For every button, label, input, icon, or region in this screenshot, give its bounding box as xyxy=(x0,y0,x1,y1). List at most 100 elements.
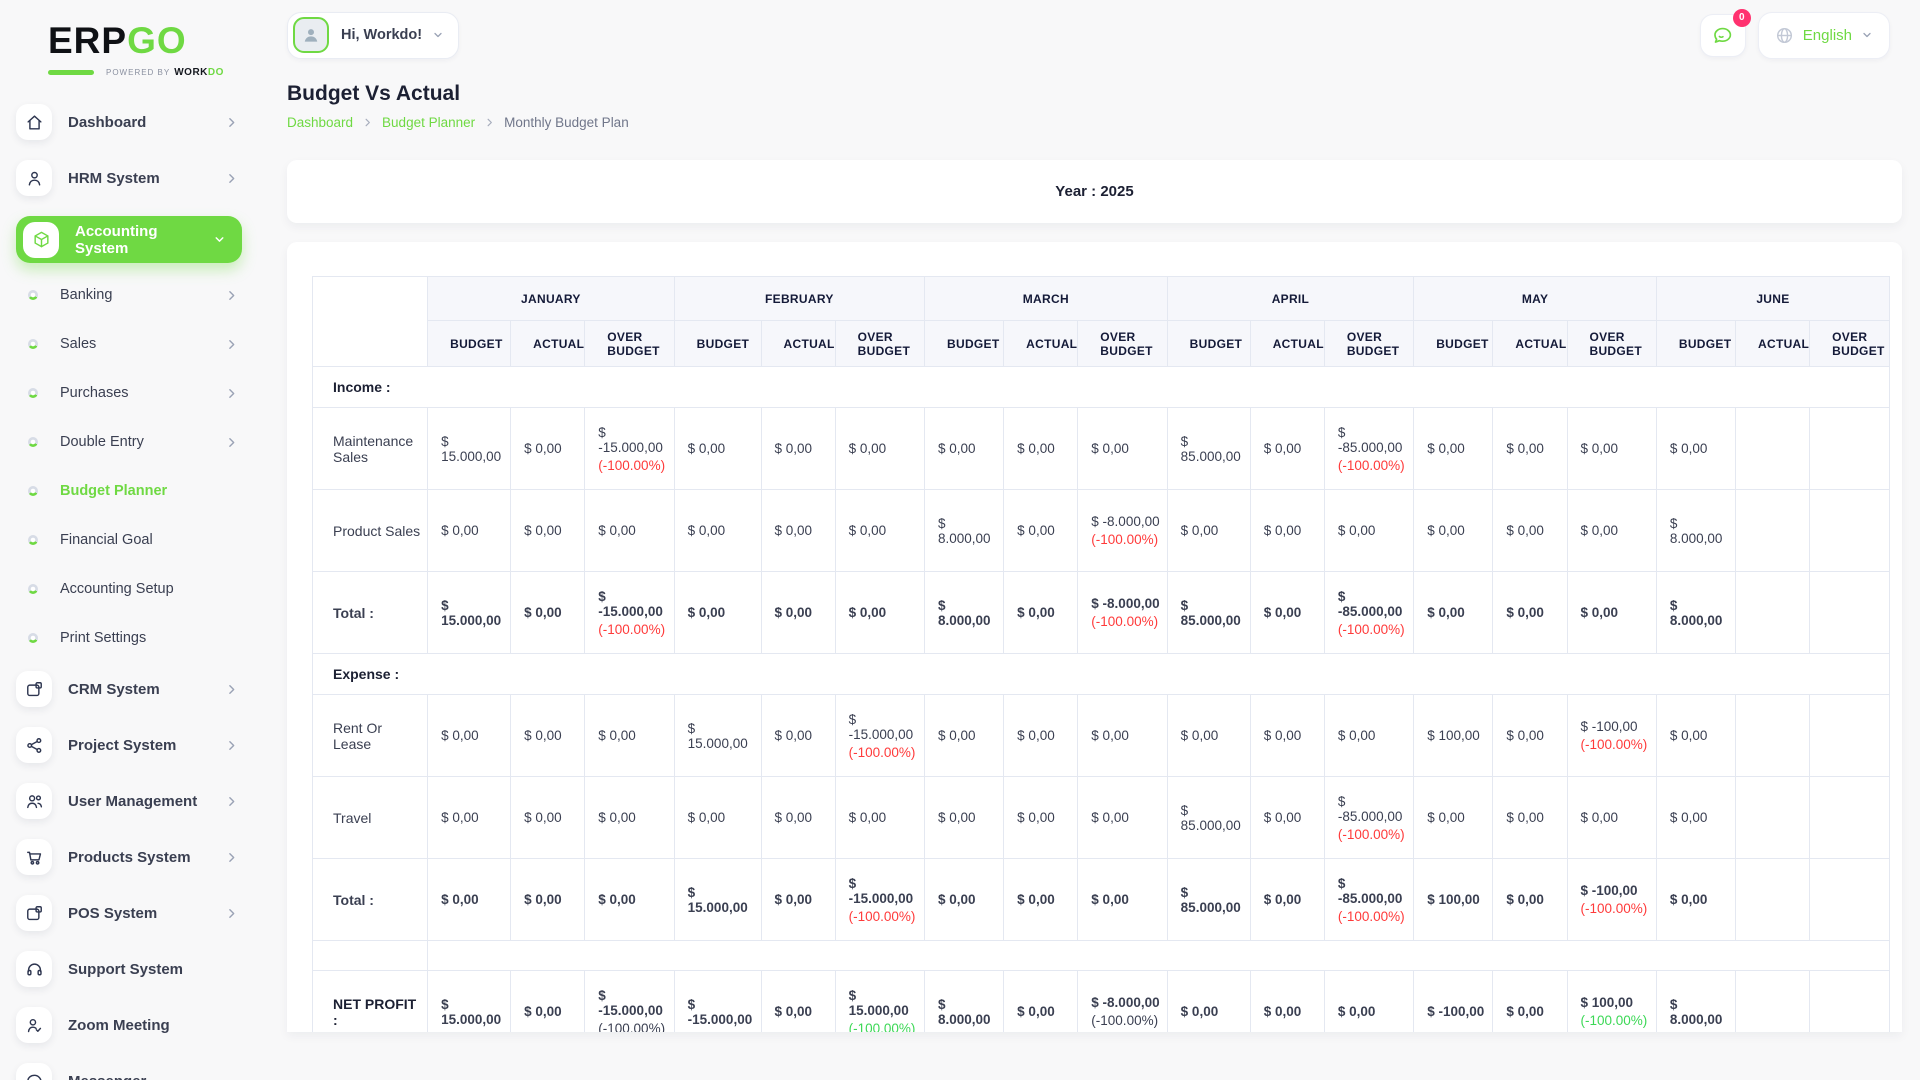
net-profit-label: NET PROFIT : xyxy=(311,970,429,1032)
sidebar-item-support-system[interactable]: Support System xyxy=(16,951,264,987)
sidebar-item-financial-goal[interactable]: Financial Goal xyxy=(16,524,264,556)
value-cell: $ 15.000,00 xyxy=(673,694,762,777)
amount-text: $ 0,00 xyxy=(1263,441,1302,456)
sidebar-item-accounting-setup[interactable]: Accounting Setup xyxy=(16,573,264,605)
sidebar-item-hrm-system[interactable]: HRM System xyxy=(16,160,264,196)
user-menu-button[interactable]: Hi, Workdo! xyxy=(287,11,460,59)
table-row: Total : $ 0,00 $ 0,00 $ 0,00 $ 15.000,00 $ 0,… xyxy=(311,858,1890,941)
sidebar-item-user-management[interactable]: User Management xyxy=(16,783,264,819)
amount-text: $ 0,00 xyxy=(524,523,562,538)
value-cell: $ 0,00 xyxy=(510,489,586,572)
amount-text: $ -100,00 xyxy=(1427,1004,1485,1019)
language-selector[interactable]: English xyxy=(1757,11,1890,59)
amount-text: $ 15.000,00 xyxy=(441,597,502,628)
amount-text: $ 0,00 xyxy=(938,728,976,743)
logo-accent-bar xyxy=(48,70,94,75)
value-cell: $ 0,00 xyxy=(1323,694,1415,777)
value-cell: $ -8.000,00 (-100.00%) xyxy=(1077,571,1168,654)
submenu-bullet-icon xyxy=(28,388,38,398)
chevron-right-icon xyxy=(225,795,238,808)
sidebar-item-project-system[interactable]: Project System xyxy=(16,727,264,763)
sidebar-item-sales[interactable]: Sales xyxy=(16,328,264,360)
total-row-label: Total : xyxy=(311,858,429,941)
amount-text: $ 0,00 xyxy=(1017,605,1055,620)
value-cell: $ 15.000,00 xyxy=(427,970,512,1032)
amount-text: $ -8.000,00 xyxy=(1091,514,1160,529)
value-cell: $ -100,00 (-100.00%) xyxy=(1566,694,1657,777)
column-header: BUDGET xyxy=(673,320,762,367)
amount-text: $ 8.000,00 xyxy=(1669,597,1723,628)
amount-text: $ 0,00 xyxy=(1506,728,1544,743)
column-header: ACTUAL xyxy=(510,320,586,367)
sidebar-item-label: User Management xyxy=(68,792,198,810)
sidebar-item-double-entry[interactable]: Double Entry xyxy=(16,426,264,458)
sidebar-item-crm-system[interactable]: CRM System xyxy=(16,671,264,707)
value-cell xyxy=(1735,407,1811,490)
amount-text: $ -15.000,00 xyxy=(598,588,663,619)
sidebar-item-label: Accounting Setup xyxy=(60,581,174,597)
sidebar-item-products-system[interactable]: Products System xyxy=(16,839,264,875)
value-cell: $ -15.000,00 (-100.00%) xyxy=(834,858,926,941)
sidebar-item-accounting-system[interactable]: Accounting System xyxy=(16,216,242,263)
breadcrumb-link[interactable]: Dashboard xyxy=(287,115,354,130)
sidebar-item-label: Purchases xyxy=(60,385,129,401)
table-corner-cell xyxy=(311,276,429,367)
value-cell: $ 0,00 xyxy=(1413,489,1494,572)
amount-text: $ 0,00 xyxy=(598,523,636,538)
column-header: BUDGET xyxy=(1655,320,1737,367)
sidebar-item-zoom-meeting[interactable]: Zoom Meeting xyxy=(16,1007,264,1043)
value-cell: $ 0,00 xyxy=(760,776,836,859)
value-cell: $ -15.000,00 xyxy=(673,970,762,1032)
budget-vs-actual-table: JANUARY FEBRUARY MARCH APRIL MAY JUNE BUDGET AC… xyxy=(311,276,1891,1032)
value-cell: $ 0,00 xyxy=(1003,970,1079,1032)
amount-text: $ 8.000,00 xyxy=(1669,515,1723,546)
sidebar-item-purchases[interactable]: Purchases xyxy=(16,377,264,409)
sidebar-item-banking[interactable]: Banking xyxy=(16,279,264,311)
value-cell xyxy=(1735,489,1811,572)
amount-text: $ -15.000,00 xyxy=(848,875,914,906)
sidebar-item-label: CRM System xyxy=(68,680,160,698)
sidebar-item-label: Dashboard xyxy=(68,113,147,131)
sidebar-item-messenger[interactable]: Messenger xyxy=(16,1063,264,1080)
percentage-text: (-100.00%) xyxy=(598,457,666,473)
value-cell: $ 0,00 xyxy=(760,858,836,941)
value-cell: $ 8.000,00 xyxy=(924,970,1005,1032)
amount-text: $ 0,00 xyxy=(1263,605,1302,620)
project-icon xyxy=(16,727,52,763)
sidebar-item-pos-system[interactable]: POS System xyxy=(16,895,264,931)
amount-text: $ -8.000,00 xyxy=(1091,596,1160,611)
breadcrumb-link[interactable]: Budget Planner xyxy=(382,115,476,130)
value-cell: $ 0,00 xyxy=(510,970,586,1032)
amount-text: $ 100,00 xyxy=(1580,995,1634,1010)
value-cell: $ 0,00 xyxy=(1003,858,1079,941)
sidebar-item-print-settings[interactable]: Print Settings xyxy=(16,622,264,654)
percentage-text: (-100.00%) xyxy=(1091,614,1159,629)
amount-text: $ 0,00 xyxy=(1580,441,1619,456)
sidebar-item-budget-planner[interactable]: Budget Planner xyxy=(16,475,264,507)
value-cell: $ 0,00 xyxy=(1655,407,1737,490)
amount-text: $ -100,00 xyxy=(1580,883,1638,898)
sidebar-item-label: HRM System xyxy=(68,169,160,187)
month-header: JUNE xyxy=(1655,276,1891,321)
value-cell: $ 0,00 xyxy=(924,858,1005,941)
value-cell: $ 0,00 xyxy=(1655,694,1737,777)
amount-text: $ 0,00 xyxy=(687,605,726,620)
amount-text: $ 0,00 xyxy=(774,523,813,538)
amount-text: $ 0,00 xyxy=(1017,523,1055,538)
amount-text: $ 8.000,00 xyxy=(1669,996,1723,1027)
sidebar-item-dashboard[interactable]: Dashboard xyxy=(16,104,264,140)
amount-text: $ 0,00 xyxy=(598,728,636,743)
amount-text: $ 0,00 xyxy=(524,892,562,907)
value-cell: $ 0,00 xyxy=(1249,776,1325,859)
value-cell: $ 0,00 xyxy=(834,489,926,572)
value-cell: $ 0,00 xyxy=(1077,407,1168,490)
value-cell: $ 0,00 xyxy=(427,694,512,777)
value-cell: $ 0,00 xyxy=(1492,776,1568,859)
notifications-button[interactable]: 0 xyxy=(1699,8,1751,57)
amount-text: $ 0,00 xyxy=(1180,523,1219,538)
budget-table-card: JANUARY FEBRUARY MARCH APRIL MAY JUNE BUDGET AC… xyxy=(287,242,1902,1032)
amount-text: $ -85.000,00 xyxy=(1337,875,1403,906)
amount-text: $ 0,00 xyxy=(524,1004,562,1019)
column-header: BUDGET xyxy=(427,320,512,367)
value-cell: $ -85.000,00 (-100.00%) xyxy=(1323,571,1415,654)
